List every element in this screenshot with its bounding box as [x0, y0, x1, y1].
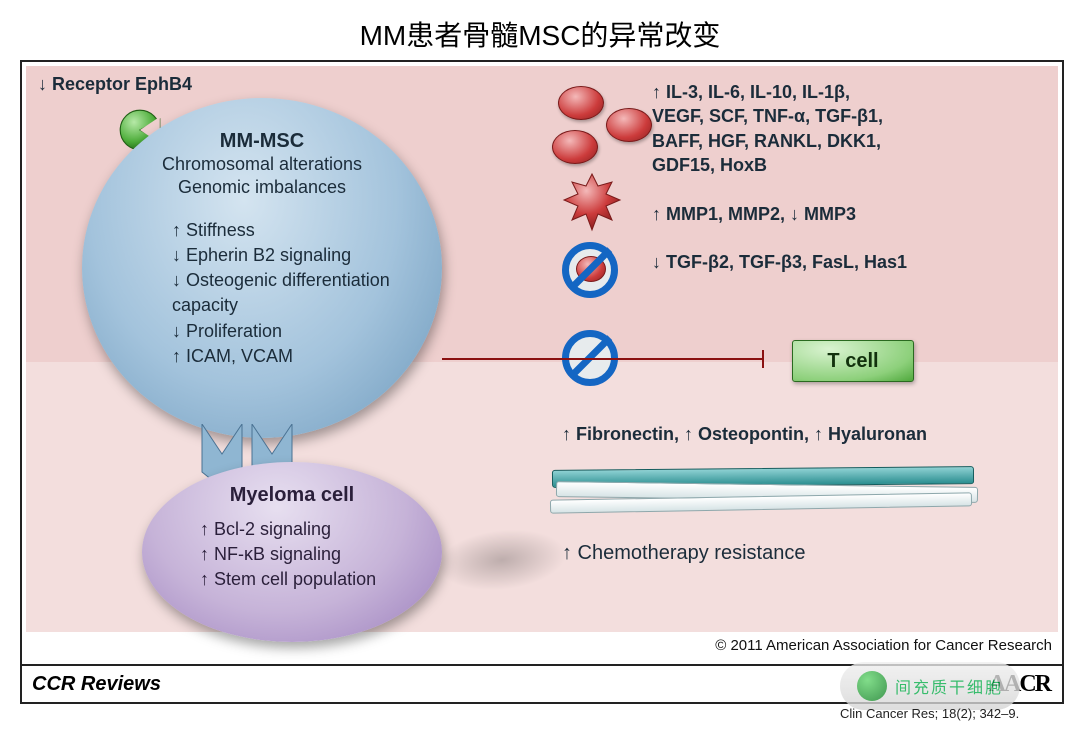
msc-item: ↑ Stiffness: [172, 218, 412, 243]
citation-text: Clin Cancer Res; 18(2); 342–9.: [840, 706, 1019, 722]
cyto-line: GDF15, HoxB: [652, 153, 883, 177]
red-cell-icon: [606, 108, 652, 142]
watermark-badge: 间充质干细胞: [840, 662, 1020, 710]
msc-sub1: Chromosomal alterations: [112, 153, 412, 176]
burst-cell-icon: [562, 172, 622, 232]
inhibition-bar-icon: [762, 350, 764, 368]
ecm-label: ↑ Fibronectin, ↑ Osteopontin, ↑ Hyaluron…: [562, 424, 927, 445]
figure-title: MM患者骨髓MSC的异常改变: [0, 0, 1080, 54]
figure-panel: ↓ Receptor EphB4 MM-MSC Chromosomal alte…: [20, 60, 1064, 704]
myeloma-item: ↑ Stem cell population: [200, 567, 442, 592]
myeloma-list: ↑ Bcl-2 signaling ↑ NF-κB signaling ↑ St…: [200, 517, 442, 593]
msc-item: capacity: [172, 293, 412, 318]
myeloma-item: ↑ NF-κB signaling: [200, 542, 442, 567]
cytokine-up-block: ↑ IL-3, IL-6, IL-10, IL-1β, VEGF, SCF, T…: [652, 80, 883, 177]
chemo-resistance-label: ↑ Chemotherapy resistance: [562, 542, 805, 565]
myeloma-heading: Myeloma cell: [142, 484, 442, 507]
msc-heading: MM-MSC: [112, 130, 412, 153]
watermark-dot-icon: [857, 671, 887, 701]
cyto-line: BAFF, HGF, RANKL, DKK1,: [652, 129, 883, 153]
myeloma-cell: Myeloma cell ↑ Bcl-2 signaling ↑ NF-κB s…: [142, 462, 442, 642]
copyright-text: © 2011 American Association for Cancer R…: [715, 637, 1052, 654]
cyto-line: VEGF, SCF, TNF-α, TGF-β1,: [652, 104, 883, 128]
cyto-line: ↑ IL-3, IL-6, IL-10, IL-1β,: [652, 80, 883, 104]
msc-sub2: Genomic imbalances: [112, 176, 412, 199]
inhibition-line-icon: [442, 358, 762, 360]
red-cell-icon: [558, 86, 604, 120]
msc-list: ↑ Stiffness ↓ Epherin B2 signaling ↓ Ost…: [172, 218, 412, 369]
t-cell-box: T cell: [792, 340, 914, 382]
mm-msc-cell: MM-MSC Chromosomal alterations Genomic i…: [82, 98, 442, 438]
msc-item: ↑ ICAM, VCAM: [172, 344, 412, 369]
ephb4-label: ↓ Receptor EphB4: [38, 74, 192, 95]
red-cell-icon: [552, 130, 598, 164]
ccr-reviews-label: CCR Reviews: [32, 673, 161, 696]
msc-item: ↓ Epherin B2 signaling: [172, 243, 412, 268]
msc-item: ↓ Osteogenic differentiation: [172, 268, 412, 293]
ecm-strips-icon: [552, 462, 972, 512]
no-symbol-icon: [562, 242, 618, 298]
myeloma-item: ↑ Bcl-2 signaling: [200, 517, 442, 542]
cytokine-down-line: ↓ TGF-β2, TGF-β3, FasL, Has1: [652, 250, 907, 274]
msc-item: ↓ Proliferation: [172, 319, 412, 344]
watermark-text: 间充质干细胞: [895, 674, 1003, 698]
mmp-line: ↑ MMP1, MMP2, ↓ MMP3: [652, 202, 856, 226]
